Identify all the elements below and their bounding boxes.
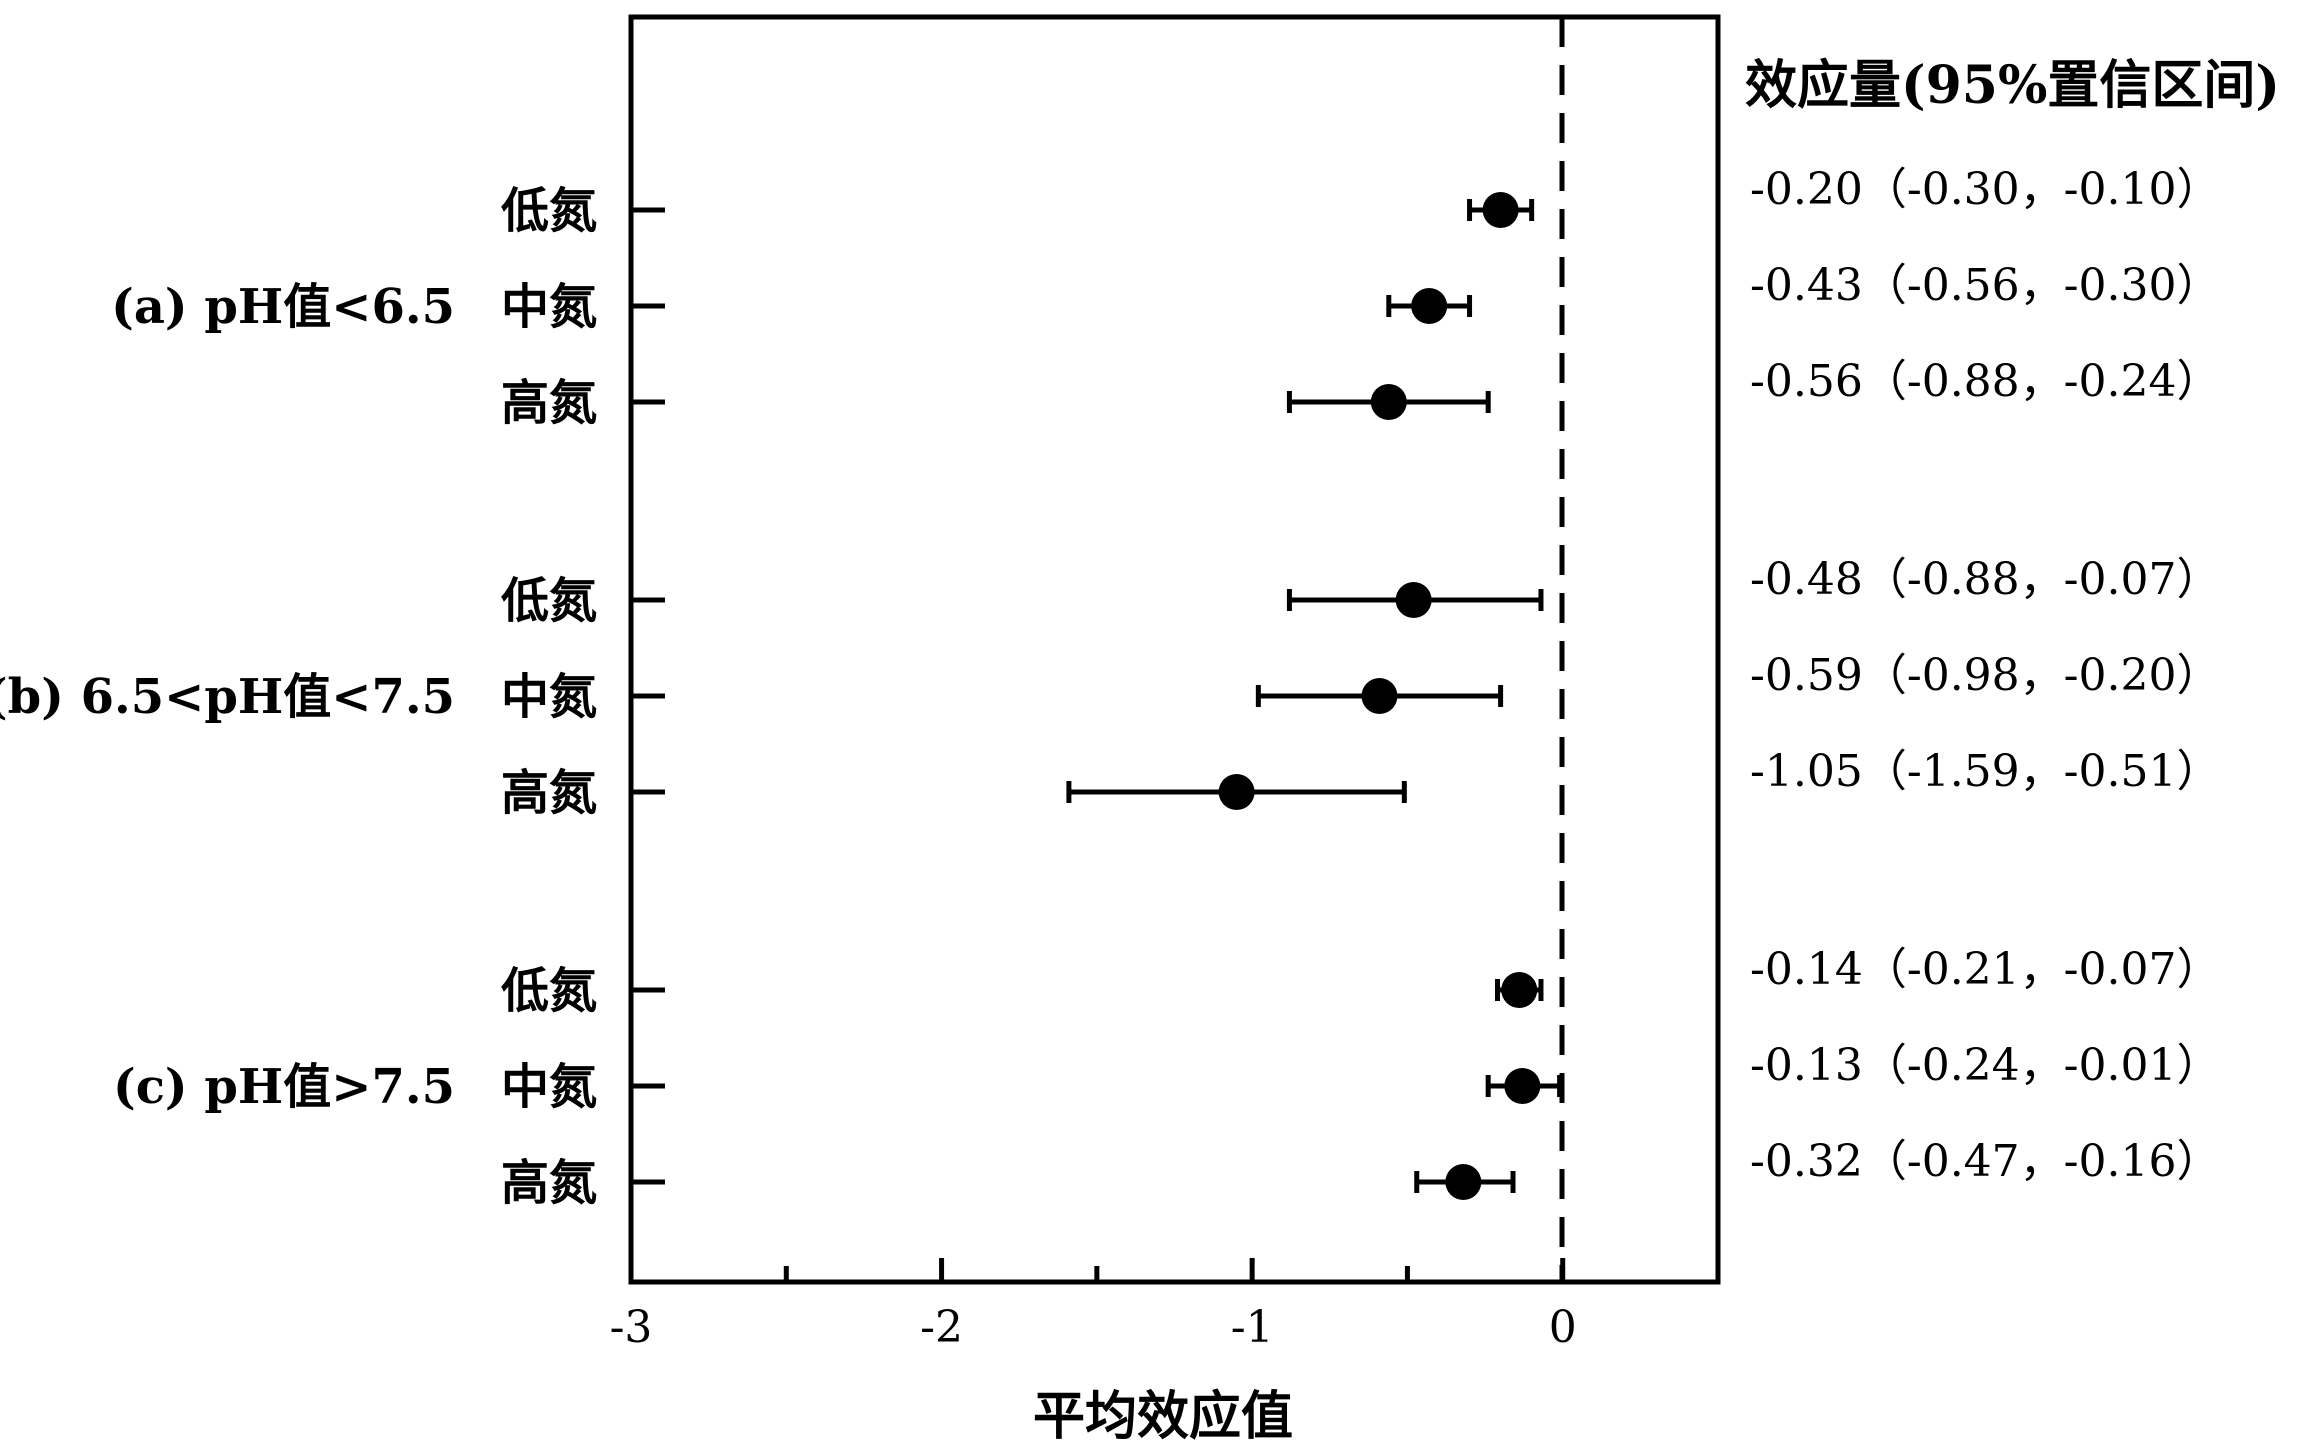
group-label: (a) pH值<6.5 bbox=[111, 279, 455, 335]
row-label: 低氮 bbox=[501, 963, 597, 1019]
ci-value-text: -1.05（-1.59，-0.51） bbox=[1750, 746, 2221, 797]
mean-point bbox=[1411, 288, 1448, 324]
ci-value-text: -0.48（-0.88，-0.07） bbox=[1750, 554, 2221, 605]
forest-row: 中氮 -0.59（-0.98，-0.20） bbox=[501, 650, 2221, 725]
ci-value-text: -0.20（-0.30，-0.10） bbox=[1750, 164, 2221, 215]
forest-row: 中氮 -0.13（-0.24，-0.01） bbox=[501, 1040, 2221, 1115]
mean-point bbox=[1504, 1068, 1541, 1104]
ci-value-text: -0.13（-0.24，-0.01） bbox=[1750, 1040, 2221, 1091]
mean-point bbox=[1361, 678, 1398, 714]
forest-row: 低氮 -0.14（-0.21，-0.07） bbox=[501, 944, 2221, 1019]
x-axis-title: 平均效应值 bbox=[1033, 1386, 1293, 1447]
ci-value-text: -0.43（-0.56，-0.30） bbox=[1750, 260, 2221, 311]
row-label: 高氮 bbox=[501, 765, 597, 821]
group-b: (b) 6.5<pH值<7.5 低氮 -0.48（-0.88，-0.07） 中氮 -0.… bbox=[0, 554, 2221, 821]
row-label: 高氮 bbox=[501, 1155, 597, 1211]
mean-point bbox=[1370, 384, 1407, 420]
ci-value-text: -0.32（-0.47，-0.16） bbox=[1750, 1136, 2221, 1187]
group-label: (b) 6.5<pH值<7.5 bbox=[0, 669, 455, 725]
row-label: 中氮 bbox=[501, 279, 597, 335]
forest-rows: (a) pH值<6.5 低氮 -0.20（-0.30，-0.10） 中氮 -0.43（-… bbox=[0, 164, 2221, 1211]
mean-point bbox=[1482, 192, 1519, 228]
row-label: 低氮 bbox=[501, 183, 597, 239]
x-tick-label: 0 bbox=[1549, 1302, 1577, 1353]
x-axis-ticks: -3 -2 -1 0 bbox=[610, 1258, 1577, 1353]
mean-point bbox=[1218, 774, 1255, 810]
forest-row: 低氮 -0.20（-0.30，-0.10） bbox=[501, 164, 2221, 239]
x-tick-label: -3 bbox=[610, 1302, 653, 1353]
mean-point bbox=[1445, 1164, 1482, 1200]
row-label: 高氮 bbox=[501, 375, 597, 431]
forest-row: 高氮 -1.05（-1.59，-0.51） bbox=[501, 746, 2221, 821]
forest-row: 低氮 -0.48（-0.88，-0.07） bbox=[501, 554, 2221, 629]
x-tick-label: -1 bbox=[1231, 1302, 1274, 1353]
forest-row: 高氮 -0.32（-0.47，-0.16） bbox=[501, 1136, 2221, 1211]
mean-point bbox=[1395, 582, 1432, 618]
group-c: (c) pH值>7.5 低氮 -0.14（-0.21，-0.07） 中氮 -0.13（-… bbox=[113, 944, 2221, 1211]
row-label: 低氮 bbox=[501, 573, 597, 629]
row-label: 中氮 bbox=[501, 669, 597, 725]
ci-value-text: -0.56（-0.88，-0.24） bbox=[1750, 356, 2221, 407]
row-label: 中氮 bbox=[501, 1059, 597, 1115]
ci-header: 效应量(95%置信区间) bbox=[1745, 55, 2280, 116]
ci-value-text: -0.59（-0.98，-0.20） bbox=[1750, 650, 2221, 701]
forest-row: 中氮 -0.43（-0.56，-0.30） bbox=[501, 260, 2221, 335]
ci-value-text: -0.14（-0.21，-0.07） bbox=[1750, 944, 2221, 995]
group-label: (c) pH值>7.5 bbox=[113, 1059, 455, 1115]
mean-point bbox=[1501, 972, 1538, 1008]
group-a: (a) pH值<6.5 低氮 -0.20（-0.30，-0.10） 中氮 -0.43（-… bbox=[111, 164, 2220, 431]
forest-row: 高氮 -0.56（-0.88，-0.24） bbox=[501, 356, 2221, 431]
x-tick-label: -2 bbox=[920, 1302, 963, 1353]
plot-frame bbox=[628, 14, 1721, 1285]
